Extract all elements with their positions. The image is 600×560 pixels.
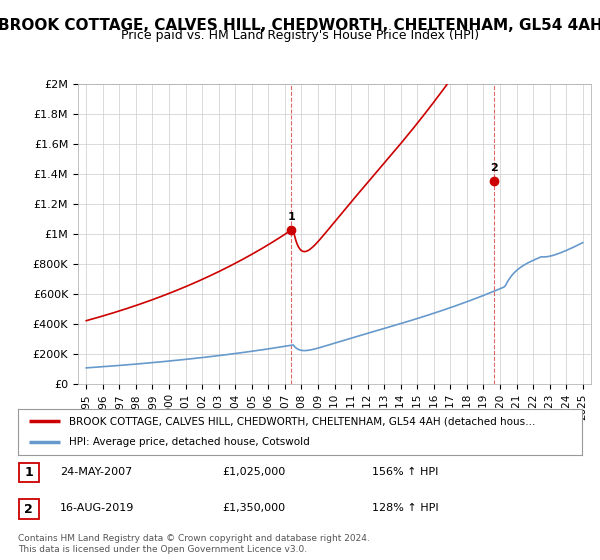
Text: BROOK COTTAGE, CALVES HILL, CHEDWORTH, CHELTENHAM, GL54 4AH: BROOK COTTAGE, CALVES HILL, CHEDWORTH, C… — [0, 18, 600, 33]
Text: 16-AUG-2019: 16-AUG-2019 — [60, 503, 134, 513]
Text: 2: 2 — [490, 163, 497, 173]
Text: Price paid vs. HM Land Registry's House Price Index (HPI): Price paid vs. HM Land Registry's House … — [121, 29, 479, 42]
Text: 128% ↑ HPI: 128% ↑ HPI — [372, 503, 439, 513]
Text: 24-MAY-2007: 24-MAY-2007 — [60, 466, 132, 477]
Text: This data is licensed under the Open Government Licence v3.0.: This data is licensed under the Open Gov… — [18, 545, 307, 554]
Text: 1: 1 — [287, 212, 295, 222]
Text: Contains HM Land Registry data © Crown copyright and database right 2024.: Contains HM Land Registry data © Crown c… — [18, 534, 370, 543]
Text: £1,350,000: £1,350,000 — [222, 503, 285, 513]
Text: HPI: Average price, detached house, Cotswold: HPI: Average price, detached house, Cots… — [69, 437, 310, 447]
Text: 1: 1 — [25, 466, 33, 479]
Text: 2: 2 — [25, 502, 33, 516]
Text: £1,025,000: £1,025,000 — [222, 466, 285, 477]
Text: 156% ↑ HPI: 156% ↑ HPI — [372, 466, 439, 477]
Text: BROOK COTTAGE, CALVES HILL, CHEDWORTH, CHELTENHAM, GL54 4AH (detached hous…: BROOK COTTAGE, CALVES HILL, CHEDWORTH, C… — [69, 416, 535, 426]
FancyBboxPatch shape — [19, 500, 38, 519]
FancyBboxPatch shape — [19, 463, 38, 482]
